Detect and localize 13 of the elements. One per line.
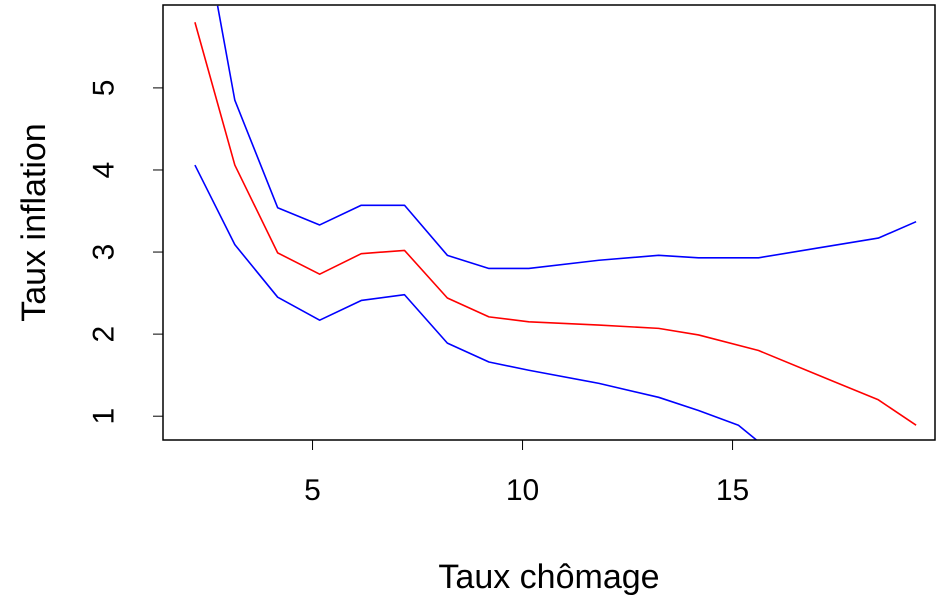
y-tick-label: 2 [88,326,120,342]
line-series [194,21,917,426]
x-tick-label: 5 [304,474,321,507]
x-axis-title: Taux chômage [438,558,660,596]
y-tick-label: 3 [88,244,120,260]
y-tick-label: 1 [88,408,120,425]
y-tick-label: 4 [88,162,120,178]
line-series [216,5,917,270]
x-tick-label: 10 [506,474,540,507]
x-tick-label: 15 [716,474,750,507]
y-axis-title: Taux inflation [15,123,53,322]
line-series [194,164,758,440]
y-tick-label: 5 [88,80,120,96]
